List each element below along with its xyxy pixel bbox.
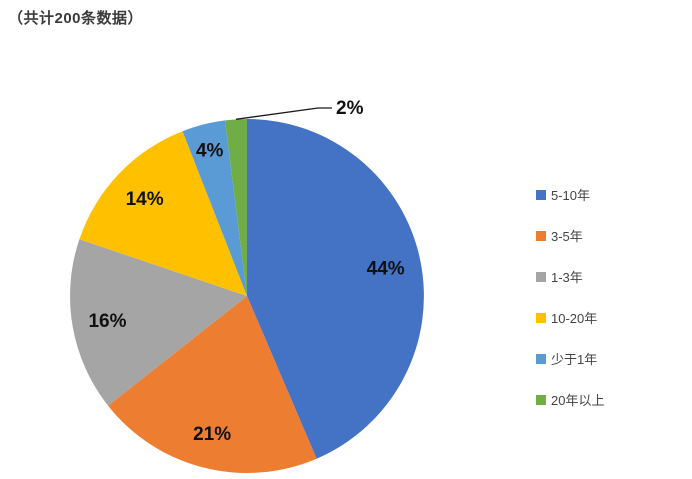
legend-item-5-10年: 5-10年 [536,187,604,203]
legend-item-1-3年: 1-3年 [536,269,604,285]
pie-slice-20年以上 [225,119,247,296]
pie-slice-少于1年 [182,120,247,297]
chart-title: （共计200条数据） [8,10,144,27]
legend-swatch-icon [536,353,546,364]
pie-slice-10-20年 [79,131,248,296]
data-label-5-10年: 44% [367,259,405,280]
pie-slice-5-10年 [247,119,424,459]
data-label-10-20年: 14% [126,189,164,210]
leader-line-20年以上 [235,107,332,120]
legend: 5-10年 3-5年 1-3年 10-20年 少于1年 20年以上 [536,187,604,433]
data-label-3-5年: 21% [193,424,231,445]
legend-label: 1-3年 [551,270,583,285]
data-label-1-3年: 16% [88,311,126,332]
legend-swatch-icon [536,394,546,405]
legend-item-3-5年: 3-5年 [536,228,604,244]
legend-label: 10-20年 [551,311,598,326]
legend-swatch-icon [536,230,546,241]
legend-swatch-icon [536,189,546,200]
legend-item-少于1年: 少于1年 [536,351,604,367]
legend-item-20年以上: 20年以上 [536,392,605,408]
legend-label: 5-10年 [551,188,591,203]
legend-swatch-icon [536,271,546,282]
pie-slice-3-5年 [108,296,317,473]
legend-label: 3-5年 [551,229,583,244]
data-label-少于1年: 4% [196,140,224,161]
legend-swatch-icon [536,312,546,323]
pie-slice-1-3年 [70,239,247,406]
legend-label: 20年以上 [551,393,605,408]
data-label-20年以上: 2% [336,98,364,119]
legend-item-10-20年: 10-20年 [536,310,604,326]
legend-label: 少于1年 [551,352,598,367]
